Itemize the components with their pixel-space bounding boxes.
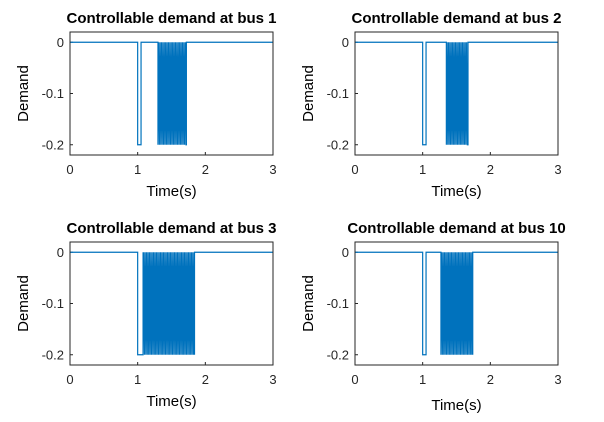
x-tick-label: 1: [419, 372, 426, 387]
series-line: [355, 251, 558, 356]
series-line: [355, 41, 558, 146]
plot-frame: [69, 31, 274, 156]
x-tick-label: 1: [134, 372, 141, 387]
subplot-title: Controllable demand at bus 2: [351, 10, 561, 27]
plot-frame: [354, 241, 559, 366]
x-tick-label: 2: [202, 372, 209, 387]
subplot-title: Controllable demand at bus 10: [347, 220, 565, 237]
series-line: [70, 41, 273, 146]
tick-layer: 0 1 2 3 0 -0.1 -0.2: [42, 35, 277, 177]
y-tick-label: 0: [57, 245, 64, 260]
subplot-title: Controllable demand at bus 3: [66, 220, 276, 237]
tick-layer: 0 1 2 3 0 -0.1 -0.2: [327, 35, 562, 177]
y-axis-label: Demand: [15, 65, 32, 122]
subplot-bus-10: Controllable demand at bus 10 Demand Tim…: [300, 220, 566, 414]
y-tick-label: -0.1: [327, 296, 349, 311]
x-tick-label: 3: [269, 162, 276, 177]
x-tick-label: 3: [554, 372, 561, 387]
y-axis-label: Demand: [300, 65, 317, 122]
x-axis-label: Time(s): [146, 393, 196, 410]
x-tick-label: 0: [351, 372, 358, 387]
x-tick-label: 2: [487, 162, 494, 177]
subplot-bus-3: Controllable demand at bus 3 Demand Time…: [15, 220, 277, 410]
y-tick-label: -0.2: [327, 137, 349, 152]
x-axis-label: Time(s): [146, 183, 196, 200]
x-axis-label: Time(s): [431, 183, 481, 200]
plot-frame: [354, 31, 559, 156]
y-tick-label: 0: [57, 35, 64, 50]
y-tick-label: -0.2: [42, 347, 64, 362]
subplot-bus-1: Controllable demand at bus 1 Demand Time…: [15, 10, 277, 200]
x-tick-label: 0: [66, 372, 73, 387]
x-tick-label: 3: [269, 372, 276, 387]
plot-frame: [69, 241, 274, 366]
tick-layer: 0 1 2 3 0 -0.1 -0.2: [42, 245, 277, 387]
x-tick-label: 2: [202, 162, 209, 177]
subplot-title: Controllable demand at bus 1: [66, 10, 276, 27]
subplot-bus-2: Controllable demand at bus 2 Demand Time…: [300, 10, 562, 200]
y-axis-label: Demand: [300, 275, 317, 332]
tick-layer: 0 1 2 3 0 -0.1 -0.2: [327, 245, 562, 387]
y-axis-label: Demand: [15, 275, 32, 332]
y-tick-label: 0: [342, 35, 349, 50]
y-tick-label: 0: [342, 245, 349, 260]
x-axis-label: Time(s): [431, 397, 481, 414]
y-tick-label: -0.1: [327, 86, 349, 101]
x-tick-label: 0: [351, 162, 358, 177]
series-line: [70, 251, 273, 356]
x-tick-label: 0: [66, 162, 73, 177]
x-tick-label: 1: [134, 162, 141, 177]
y-tick-label: -0.2: [327, 347, 349, 362]
x-tick-label: 1: [419, 162, 426, 177]
x-tick-label: 3: [554, 162, 561, 177]
y-tick-label: -0.1: [42, 86, 64, 101]
x-tick-label: 2: [487, 372, 494, 387]
y-tick-label: -0.1: [42, 296, 64, 311]
y-tick-label: -0.2: [42, 137, 64, 152]
